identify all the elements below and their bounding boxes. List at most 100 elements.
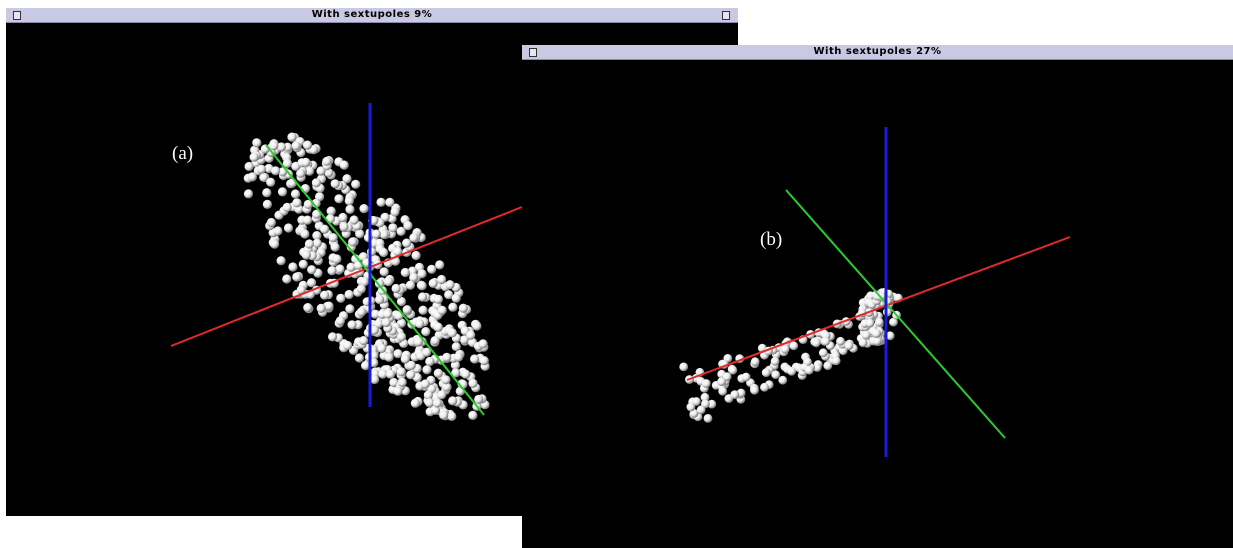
particle	[448, 302, 458, 312]
particle	[307, 278, 317, 288]
particle	[282, 202, 292, 212]
close-box-icon[interactable]	[13, 11, 21, 20]
particle	[302, 215, 313, 225]
particle	[374, 319, 384, 329]
particle	[478, 339, 488, 349]
particle	[328, 233, 338, 243]
particle	[347, 320, 357, 330]
particle	[750, 385, 759, 395]
particle	[421, 327, 431, 337]
particle	[700, 392, 710, 402]
particle	[437, 274, 447, 285]
particle	[410, 398, 420, 408]
window-b-titlebar[interactable]: With sextupoles 27%	[522, 45, 1233, 60]
particle	[818, 348, 828, 358]
particle	[259, 172, 269, 182]
particle	[472, 321, 482, 331]
particle	[430, 405, 440, 415]
particle	[339, 222, 349, 232]
particle	[433, 322, 443, 332]
particle	[406, 370, 416, 380]
particle	[383, 309, 393, 319]
particle	[266, 177, 276, 187]
particle	[451, 368, 461, 378]
particle	[861, 330, 871, 340]
particle	[789, 341, 799, 351]
particle	[351, 179, 361, 189]
particle	[356, 307, 366, 317]
particle	[874, 317, 884, 327]
particle	[701, 379, 711, 388]
particle	[836, 336, 845, 346]
particle	[703, 414, 713, 423]
particle	[301, 250, 311, 260]
particle	[425, 356, 435, 367]
particle	[370, 309, 380, 319]
particle	[303, 199, 313, 209]
window-a-3d-view[interactable]	[6, 23, 738, 516]
particle	[327, 266, 337, 276]
panel-label-a: (a)	[172, 143, 194, 164]
particle	[411, 250, 421, 261]
particle	[266, 217, 276, 228]
particle	[858, 338, 868, 348]
particle	[396, 296, 407, 307]
particle	[439, 410, 449, 420]
particle	[432, 398, 442, 408]
particle	[885, 331, 895, 341]
particle	[301, 157, 311, 167]
particle	[393, 246, 403, 257]
particle	[287, 132, 297, 142]
particle	[262, 199, 272, 209]
particle	[405, 280, 416, 290]
particle	[273, 226, 283, 236]
particle	[393, 386, 403, 396]
particle	[370, 374, 380, 385]
window-b-3d-view[interactable]	[522, 60, 1233, 548]
particle	[413, 337, 423, 347]
particle	[406, 360, 416, 370]
particle	[335, 264, 345, 274]
particle	[379, 247, 389, 258]
particle	[291, 141, 301, 151]
particle	[447, 328, 457, 338]
particle	[453, 352, 464, 362]
particle	[427, 264, 437, 274]
particle	[304, 166, 315, 176]
particle	[334, 194, 344, 204]
particle	[718, 386, 728, 396]
particle	[324, 168, 334, 178]
particle	[359, 336, 369, 346]
particle	[247, 172, 257, 182]
particle	[288, 262, 298, 272]
particle	[243, 189, 254, 199]
particle	[437, 305, 447, 315]
window-a-titlebar[interactable]: With sextupoles 9%	[6, 8, 738, 23]
particle	[385, 197, 395, 207]
particle	[296, 285, 306, 295]
window-b[interactable]: With sextupoles 27% (b)	[522, 45, 1233, 548]
close-box-icon[interactable]	[529, 48, 537, 57]
particle	[292, 198, 302, 208]
particle	[804, 365, 814, 375]
particle	[435, 260, 445, 270]
particle	[679, 362, 689, 372]
particle	[322, 156, 332, 166]
zoom-box-icon[interactable]	[722, 11, 730, 20]
particle	[271, 166, 281, 176]
particle	[298, 259, 308, 269]
particle	[371, 229, 381, 239]
particle	[324, 301, 334, 311]
particle	[459, 335, 469, 345]
particle	[307, 265, 317, 275]
particle	[400, 354, 410, 364]
particle	[418, 292, 428, 302]
particle	[381, 317, 391, 328]
particle	[402, 305, 412, 315]
particle	[316, 303, 326, 313]
particle	[417, 281, 427, 291]
particle	[437, 390, 447, 400]
particle	[441, 375, 451, 385]
particle	[377, 343, 387, 353]
particle	[445, 280, 455, 290]
